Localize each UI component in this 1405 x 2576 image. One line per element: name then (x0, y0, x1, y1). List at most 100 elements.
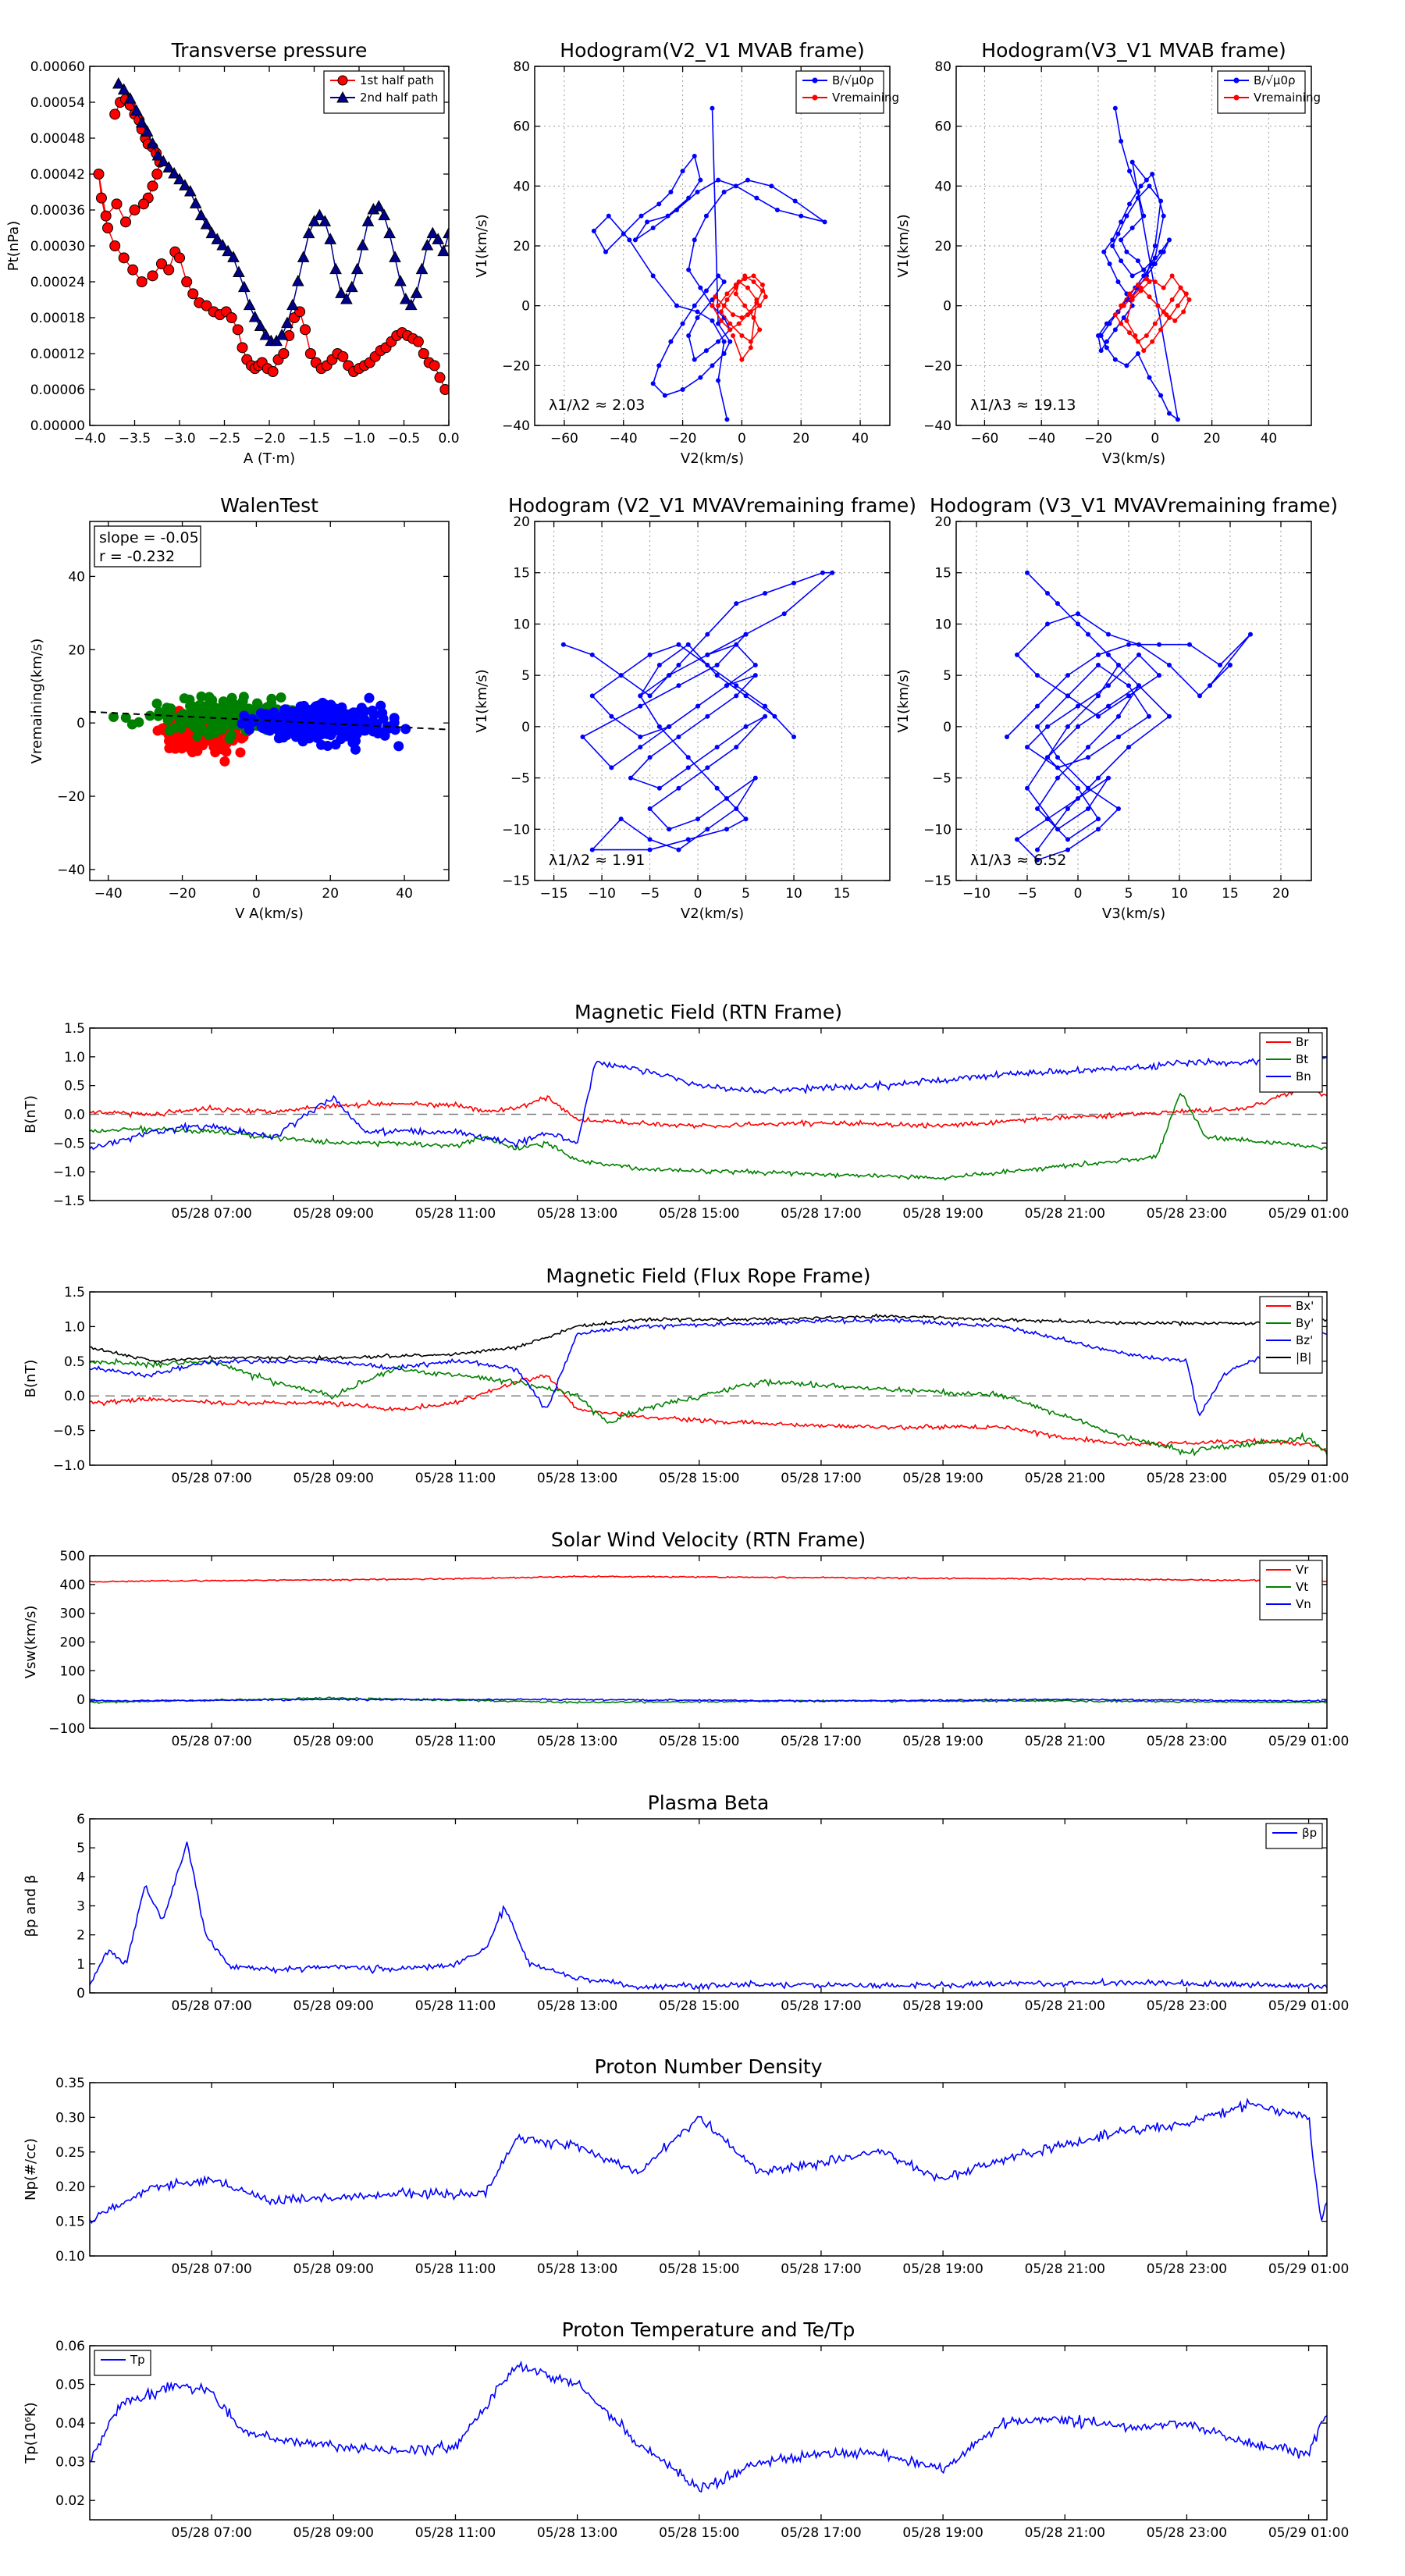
x-tick-label: −20 (1084, 431, 1112, 447)
plot-area (90, 1053, 1327, 1181)
data-point (237, 342, 248, 354)
y-tick-label: 0 (521, 299, 530, 315)
data-point (181, 276, 193, 287)
data-point (713, 294, 718, 300)
x-tick-label: 05/28 19:00 (902, 1734, 983, 1749)
x-axis-label: V3(km/s) (1102, 450, 1165, 467)
data-point (201, 300, 212, 311)
scatter-point-red (187, 747, 198, 758)
data-point (1147, 294, 1152, 300)
data-point (383, 226, 396, 239)
data-point (716, 378, 721, 383)
data-point (692, 303, 697, 308)
data-point (621, 231, 626, 237)
data-point (724, 297, 730, 302)
data-point (656, 363, 662, 368)
data-point (439, 384, 449, 395)
data-point (1152, 244, 1158, 248)
x-tick-label: 05/28 19:00 (902, 2525, 983, 2541)
data-point (1096, 693, 1101, 699)
y-tick-label: 0 (76, 716, 85, 731)
data-point (676, 683, 681, 688)
data-point (156, 258, 167, 269)
y-tick-label: 0.06 (55, 2339, 85, 2354)
x-tick-label: 05/28 19:00 (902, 1471, 983, 1486)
data-point (404, 298, 418, 311)
legend-box (1265, 1823, 1323, 1849)
data-point (721, 279, 727, 284)
data-point (609, 765, 614, 770)
x-tick-label: −3.5 (119, 431, 151, 447)
data-point (1116, 713, 1121, 719)
data-point (1096, 775, 1101, 781)
y-tick-label: 0.00042 (30, 167, 85, 183)
x-tick-label: 05/29 01:00 (1268, 2525, 1349, 2541)
data-point (716, 339, 721, 344)
data-point (734, 745, 739, 750)
data-point (1076, 795, 1080, 801)
data-point (1169, 273, 1175, 279)
scatter-point-blue (369, 720, 380, 731)
data-point (1116, 663, 1121, 667)
data-point (716, 321, 721, 326)
data-point (1158, 198, 1164, 204)
scatter-point-blue (347, 737, 358, 748)
data-point (647, 693, 653, 699)
data-point (95, 192, 107, 204)
legend-label: Br (1296, 1035, 1309, 1049)
plot-frame (89, 1027, 1328, 1201)
legend-label: Bz' (1296, 1333, 1313, 1347)
eigenvalue-ratio: λ1/λ3 ≈ 6.52 (970, 852, 1066, 869)
data-point (734, 693, 739, 699)
legend-box (795, 70, 884, 114)
x-tick-label: −15 (540, 886, 568, 902)
x-tick-label: 05/29 01:00 (1268, 1734, 1349, 1749)
y-tick-label: 0.25 (55, 2145, 85, 2161)
chart-hodogram-p3: −60 −40 −20 0 20 40 −40 −20 0 20 40 60 80 Hodogram(V3… (895, 39, 1321, 467)
y-tick-label: 0.0 (64, 1389, 85, 1404)
scatter-point-blue (372, 728, 383, 739)
data-point (714, 663, 720, 667)
data-point (676, 663, 681, 667)
data-point (1119, 237, 1124, 243)
data-point (676, 642, 681, 647)
y-axis-label: V1(km/s) (895, 669, 912, 732)
legend-label: βp (1302, 1826, 1317, 1840)
data-point (1076, 611, 1080, 617)
y-tick-label: 2 (76, 1928, 85, 1944)
data-point (742, 303, 748, 308)
x-tick-label: −4.0 (73, 431, 105, 447)
x-tick-label: 05/28 19:00 (902, 2261, 983, 2277)
data-point (686, 267, 692, 272)
data-point (147, 180, 158, 192)
data-point (830, 570, 835, 575)
x-tick-label: 40 (1261, 431, 1278, 447)
data-point (136, 276, 148, 287)
data-point (705, 632, 710, 637)
plot-frame (955, 521, 1312, 881)
data-point (1141, 213, 1147, 219)
chart-title: Solar Wind Velocity (RTN Frame) (551, 1528, 866, 1551)
data-point (1115, 279, 1121, 284)
fit-line (90, 710, 449, 731)
x-tick-label: −60 (550, 431, 578, 447)
data-point (739, 333, 745, 338)
x-tick-label: −0.5 (388, 431, 420, 447)
plot-frame (534, 521, 891, 881)
y-tick-label: 0.20 (55, 2179, 85, 2195)
y-tick-label: 20 (513, 239, 530, 254)
x-tick-label: 05/28 13:00 (537, 1206, 617, 1222)
data-point (714, 785, 720, 791)
data-point (109, 109, 121, 120)
data-point (1106, 775, 1111, 781)
scatter-point-blue (341, 731, 352, 742)
data-point (757, 327, 763, 333)
slope-label: slope = -0.05 (99, 529, 199, 546)
chart-timeseries-t6: 05/28 07:00 05/28 09:00 05/28 11:00 05/28 1… (23, 2318, 1349, 2541)
x-tick-label: 05/28 17:00 (781, 1734, 861, 1749)
data-point (638, 213, 644, 219)
data-point (1086, 745, 1090, 750)
data-point (1106, 703, 1111, 709)
x-tick-label: 05/28 21:00 (1025, 2525, 1105, 2541)
y-tick-label: 0.00012 (30, 347, 85, 362)
